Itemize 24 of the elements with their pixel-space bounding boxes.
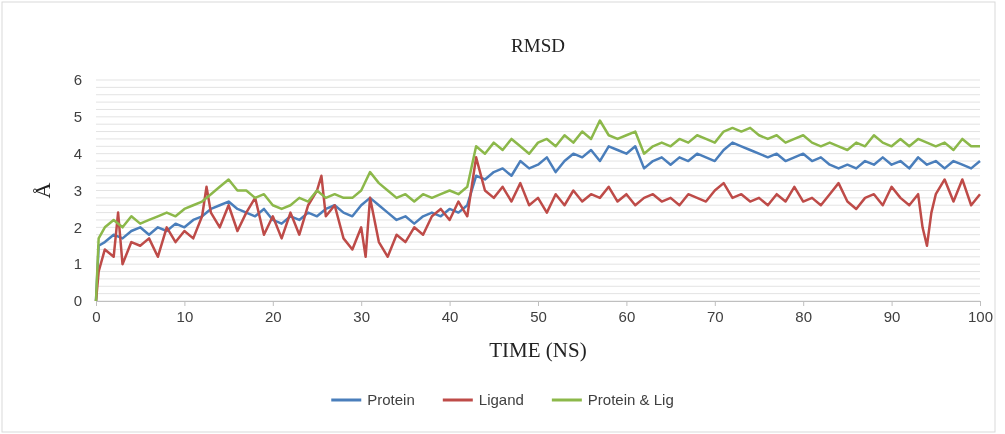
x-tick-label: 40 [441, 307, 459, 325]
x-tick-label: 10 [176, 307, 194, 325]
x-tick-label: 30 [353, 307, 371, 325]
x-tick-label: 50 [530, 307, 547, 325]
legend-label: Ligand [478, 391, 524, 408]
y-axis-title: Å [30, 182, 55, 199]
x-axis-title: TIME (NS) [489, 338, 587, 362]
chart-title: RMSD [511, 35, 565, 56]
y-tick-label: 5 [73, 108, 82, 126]
x-tick-label: 0 [92, 307, 101, 325]
y-tick-label: 1 [73, 255, 82, 273]
x-tick-label: 90 [883, 307, 901, 325]
x-tick-label: 60 [618, 307, 636, 325]
legend-label: Protein & Lig [587, 391, 674, 408]
x-tick-label: 100 [967, 307, 994, 325]
y-tick-label: 6 [73, 71, 82, 89]
y-tick-label: 3 [73, 181, 82, 199]
y-tick-label: 2 [73, 218, 82, 236]
y-tick-label: 4 [73, 144, 82, 162]
x-tick-label: 70 [706, 307, 724, 325]
x-tick-label: 20 [264, 307, 282, 325]
x-tick-label: 80 [795, 307, 813, 325]
legend-label: Protein [367, 391, 415, 408]
y-tick-label: 0 [73, 292, 82, 310]
